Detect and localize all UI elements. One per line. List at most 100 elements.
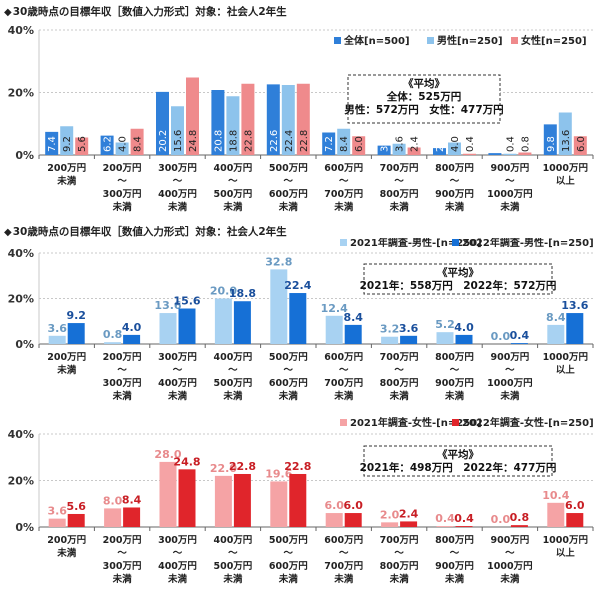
data-label: 8.4 — [133, 136, 144, 152]
bar — [123, 334, 141, 344]
y-tick-label: 20% — [8, 87, 34, 100]
data-label: 28.0 — [154, 448, 181, 461]
bar — [214, 475, 232, 527]
x-tick-label: 未満 — [499, 201, 520, 213]
x-tick-label: 未満 — [112, 201, 133, 213]
data-label: 2.4 — [399, 507, 419, 520]
data-label: 13.6 — [561, 130, 572, 152]
x-tick-label: 800万円 — [380, 378, 419, 389]
legend-swatch — [452, 419, 459, 426]
x-tick-label: ～ — [505, 365, 515, 376]
average-text: 《平均》 — [437, 266, 479, 279]
x-tick-label: ～ — [394, 548, 404, 559]
bar — [400, 335, 418, 344]
x-tick-label: ～ — [117, 176, 127, 187]
data-label: 2.2 — [435, 136, 446, 152]
x-tick-label: ～ — [505, 176, 515, 187]
bar — [352, 136, 366, 155]
data-label: 3.6 — [399, 322, 419, 335]
data-label: 4.0 — [122, 321, 142, 334]
data-label: 3.6 — [47, 505, 67, 518]
y-tick-label: 0% — [15, 338, 34, 351]
bar — [337, 128, 351, 155]
data-label: 8.4 — [122, 493, 142, 506]
x-tick-label: ～ — [284, 548, 294, 559]
bar — [566, 513, 584, 527]
legend-swatch — [340, 419, 347, 426]
data-label: 22.8 — [284, 460, 311, 473]
x-tick-label: 700万円 — [380, 352, 419, 363]
x-tick-label: ～ — [117, 548, 127, 559]
bar — [377, 145, 391, 155]
bar — [455, 334, 473, 344]
y-tick-label: 20% — [8, 475, 34, 488]
bar — [233, 473, 251, 527]
data-label: 8.4 — [546, 311, 566, 324]
data-label: 22.8 — [299, 130, 310, 152]
bar — [266, 84, 280, 155]
data-label: 0.8 — [103, 328, 123, 341]
data-label: 8.0 — [103, 494, 123, 507]
y-tick-label: 40% — [8, 247, 34, 260]
bar — [322, 132, 336, 155]
bar — [104, 342, 122, 344]
x-tick-label: 200万円 — [103, 352, 142, 363]
x-tick-label: 200万円 — [47, 163, 86, 174]
bar — [214, 298, 232, 344]
x-tick-label: 900万円 — [490, 163, 529, 174]
data-label: 5.2 — [435, 318, 455, 331]
x-tick-label: 200万円 — [47, 535, 86, 546]
bar — [159, 461, 177, 527]
x-tick-label: 900万円 — [435, 189, 474, 200]
x-tick-label: 500万円 — [213, 189, 252, 200]
x-tick-label: 600万円 — [324, 352, 363, 363]
bar — [75, 137, 89, 155]
data-label: 12.4 — [321, 302, 348, 315]
x-tick-label: 未満 — [333, 390, 354, 402]
data-label: 18.8 — [229, 287, 256, 300]
bar — [270, 269, 288, 344]
data-label: 3.6 — [47, 322, 67, 335]
data-label: 5.6 — [77, 136, 88, 152]
x-tick-label: ～ — [228, 548, 238, 559]
x-tick-label: 900万円 — [490, 535, 529, 546]
data-label: 8.4 — [343, 311, 363, 324]
bar — [436, 332, 454, 344]
data-label: 22.6 — [269, 130, 280, 152]
x-tick-label: 200万円 — [103, 535, 142, 546]
average-text: 《平均》 — [403, 77, 445, 90]
data-label: 18.8 — [228, 130, 239, 152]
x-tick-label: ～ — [450, 548, 460, 559]
data-label: 0.4 — [505, 136, 516, 152]
x-tick-label: 400万円 — [158, 378, 197, 389]
x-tick-label: ～ — [284, 176, 294, 187]
data-label: 6.0 — [354, 136, 365, 152]
x-tick-label: 600万円 — [324, 535, 363, 546]
x-tick-label: 未満 — [444, 201, 465, 213]
x-tick-label: 600万円 — [269, 189, 308, 200]
x-tick-label: 1000万円 — [543, 352, 588, 363]
bar — [381, 336, 399, 344]
bar — [433, 148, 446, 155]
bar — [241, 83, 255, 155]
data-label: 3.2 — [380, 323, 400, 336]
bar — [547, 324, 565, 344]
data-label: 22.8 — [243, 130, 254, 152]
legend-swatch — [452, 239, 459, 246]
data-label: 20.8 — [213, 130, 224, 152]
legend-label: 女性[n=250] — [521, 34, 587, 47]
x-tick-label: 800万円 — [435, 535, 474, 546]
data-label: 0.4 — [454, 512, 474, 525]
x-tick-label: 未満 — [56, 364, 77, 376]
bar — [178, 308, 196, 344]
legend-label: 2021年調査-男性-[n=250] — [350, 238, 482, 249]
legend-label: 全体[n=500] — [343, 34, 410, 47]
x-tick-label: 1000万円 — [487, 378, 532, 389]
x-tick-label: 未満 — [444, 390, 465, 402]
data-label: 13.6 — [561, 299, 588, 312]
bar — [518, 152, 532, 155]
average-text: 2021年：558万円 2022年：572万円 — [360, 279, 557, 292]
bar — [211, 90, 225, 155]
x-tick-label: ～ — [505, 548, 515, 559]
data-label: 5.6 — [66, 500, 86, 513]
